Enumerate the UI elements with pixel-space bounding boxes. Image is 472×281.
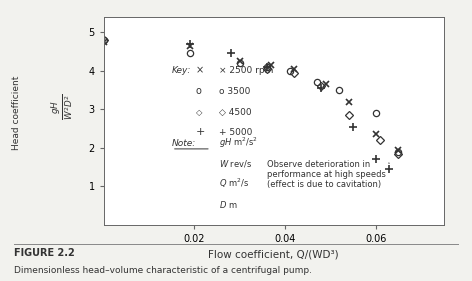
Text: $\frac{gH}{W^2D^2}$: $\frac{gH}{W^2D^2}$ bbox=[51, 93, 76, 120]
Text: o: o bbox=[195, 86, 202, 96]
Text: +: + bbox=[195, 127, 205, 137]
Text: $Q$ m$^2$/s: $Q$ m$^2$/s bbox=[219, 177, 250, 190]
Text: ◇: ◇ bbox=[195, 108, 202, 117]
Text: Key:: Key: bbox=[172, 66, 191, 75]
Text: $gH$ m$^2$/s$^2$: $gH$ m$^2$/s$^2$ bbox=[219, 135, 258, 150]
Text: o 3500: o 3500 bbox=[219, 87, 251, 96]
Text: FIGURE 2.2: FIGURE 2.2 bbox=[14, 248, 75, 258]
Text: + 5000: + 5000 bbox=[219, 128, 253, 137]
Text: ◇ 4500: ◇ 4500 bbox=[219, 108, 252, 117]
Text: $W$ rev/s: $W$ rev/s bbox=[219, 158, 253, 169]
Text: Observe deterioration in
performance at high speeds
(effect is due to cavitation: Observe deterioration in performance at … bbox=[267, 160, 389, 189]
Text: $D$ m: $D$ m bbox=[219, 199, 238, 210]
Text: × 2500 rpm: × 2500 rpm bbox=[219, 66, 274, 75]
Text: ×: × bbox=[195, 65, 204, 75]
Text: Note:: Note: bbox=[172, 139, 196, 148]
X-axis label: Flow coefficient, Q/(WD³): Flow coefficient, Q/(WD³) bbox=[209, 249, 339, 259]
Text: Head coefficient: Head coefficient bbox=[12, 75, 21, 149]
Text: Dimensionless head–volume characteristic of a centrifugal pump.: Dimensionless head–volume characteristic… bbox=[14, 266, 312, 275]
